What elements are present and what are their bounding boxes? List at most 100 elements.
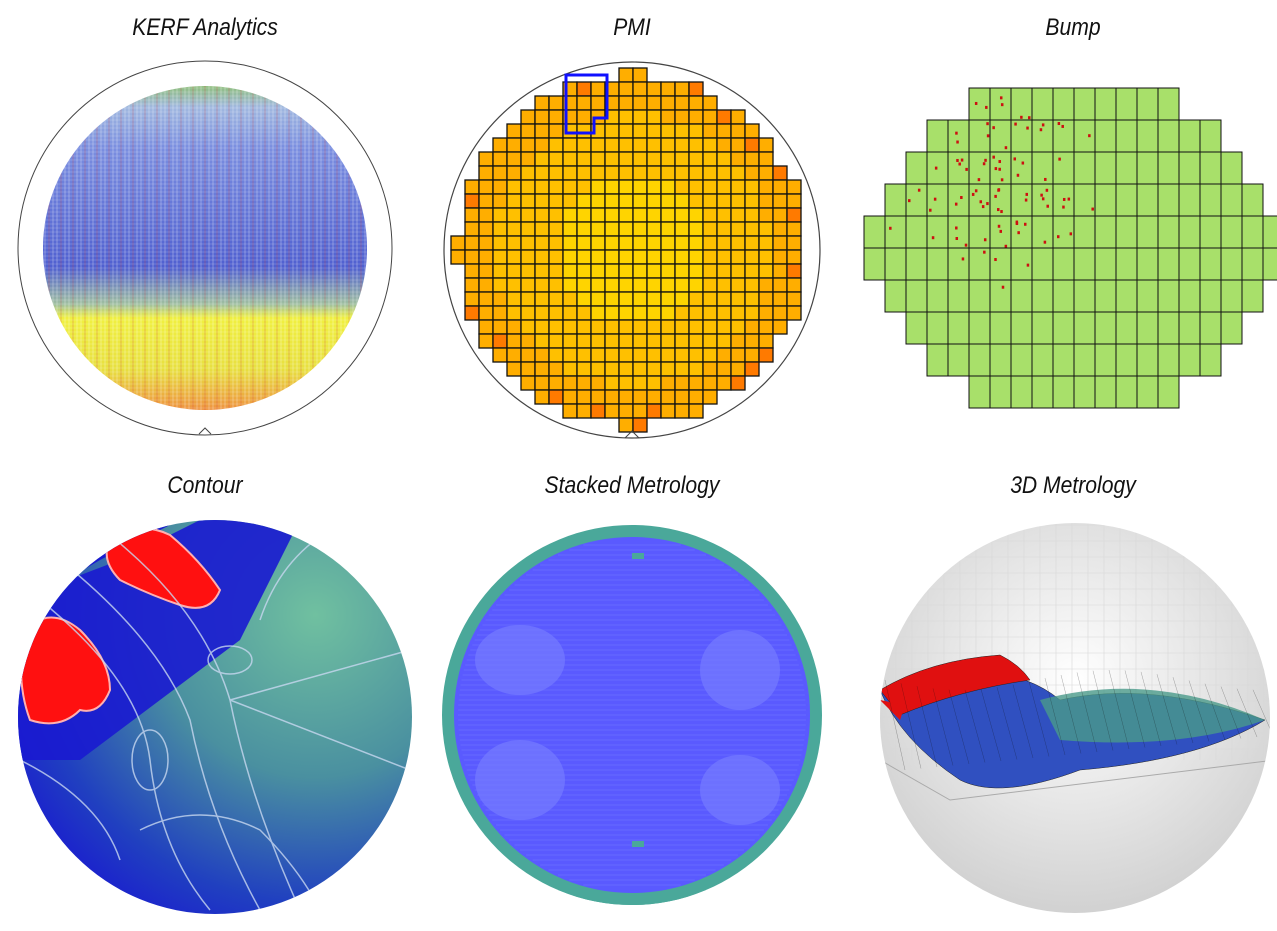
- pmi-die: [604, 361, 620, 377]
- pmi-die: [758, 165, 774, 181]
- pmi-die: [534, 333, 550, 349]
- bump-die: [1115, 247, 1138, 281]
- surface-mesh-line: [1124, 670, 1146, 748]
- pmi-die: [716, 151, 732, 167]
- bump-die: [1178, 183, 1201, 217]
- bump-die: [926, 343, 949, 377]
- pmi-die: [506, 165, 522, 181]
- pmi-die: [772, 221, 788, 237]
- bump-defect: [933, 197, 937, 201]
- pmi-die: [492, 263, 508, 279]
- pmi-die: [702, 235, 718, 251]
- pmi-die: [730, 319, 746, 335]
- pmi-die: [604, 375, 620, 391]
- pmi-die: [730, 291, 746, 307]
- pmi-die: [758, 249, 774, 265]
- pmi-die: [604, 389, 620, 405]
- pmi-die: [716, 123, 732, 139]
- pmi-die: [562, 179, 578, 195]
- pmi-die: [492, 291, 508, 307]
- bump-title: Bump: [1045, 14, 1101, 41]
- bump-die: [1073, 311, 1096, 345]
- bump-defect: [1061, 124, 1064, 128]
- pmi-die: [534, 235, 550, 251]
- pmi-die: [758, 207, 774, 223]
- pmi-die: [730, 235, 746, 251]
- pmi-die: [576, 249, 592, 265]
- pmi-die: [702, 319, 718, 335]
- pmi-die: [590, 347, 606, 363]
- pmi-die: [674, 291, 690, 307]
- bump-defect: [986, 134, 990, 138]
- pmi-die: [548, 291, 564, 307]
- pmi-die: [632, 67, 648, 83]
- pmi-die: [576, 305, 592, 321]
- pmi-die: [786, 277, 802, 293]
- bump-defect: [981, 205, 985, 209]
- pmi-die: [520, 221, 536, 237]
- pmi-die: [646, 235, 662, 251]
- pmi-die: [548, 235, 564, 251]
- pmi-die: [618, 305, 634, 321]
- bump-die: [1157, 87, 1180, 121]
- pmi-die: [576, 291, 592, 307]
- pmi-die: [702, 291, 718, 307]
- pmi-die: [492, 221, 508, 237]
- pmi-die: [716, 137, 732, 153]
- pmi-die: [632, 109, 648, 125]
- bump-defect: [1040, 193, 1043, 197]
- pmi-die: [548, 389, 564, 405]
- pmi-die: [576, 137, 592, 153]
- pmi-die: [660, 151, 676, 167]
- pmi-die: [604, 305, 620, 321]
- pmi-die: [464, 277, 480, 293]
- pmi-die: [730, 221, 746, 237]
- pmi-die: [688, 375, 704, 391]
- bump-die: [968, 279, 991, 313]
- bump-defect: [1058, 157, 1061, 161]
- bump-die: [1157, 375, 1180, 409]
- bump-defect: [955, 226, 958, 230]
- pmi-die: [464, 249, 480, 265]
- pmi-die: [702, 165, 718, 181]
- surface-mesh-line: [1220, 686, 1242, 739]
- bump-die: [1052, 119, 1075, 153]
- bump-die: [1115, 311, 1138, 345]
- pmi-die: [702, 347, 718, 363]
- bump-die: [1157, 279, 1180, 313]
- bump-die: [1052, 279, 1075, 313]
- pmi-die: [772, 235, 788, 251]
- pmi-die: [646, 95, 662, 111]
- pmi-die: [772, 207, 788, 223]
- bump-die: [1220, 311, 1243, 345]
- pmi-die: [520, 305, 536, 321]
- pmi-die: [478, 305, 494, 321]
- pmi-die: [674, 305, 690, 321]
- pmi-die: [478, 319, 494, 335]
- pmi-die: [478, 221, 494, 237]
- bump-die: [1157, 311, 1180, 345]
- bump-defect: [985, 105, 988, 109]
- pmi-die: [562, 277, 578, 293]
- pmi-die: [646, 81, 662, 97]
- surface-mesh-line: [900, 683, 922, 769]
- pmi-die: [548, 277, 564, 293]
- pmi-die: [534, 151, 550, 167]
- pmi-die: [688, 123, 704, 139]
- bump-defect: [998, 160, 1001, 164]
- pmi-die: [674, 137, 690, 153]
- pmi-die: [772, 165, 788, 181]
- pmi-die: [772, 193, 788, 209]
- pmi-die: [730, 347, 746, 363]
- bump-die: [1199, 119, 1222, 153]
- bump-die: [947, 311, 970, 345]
- pmi-die: [604, 165, 620, 181]
- pmi-die: [478, 263, 494, 279]
- pmi-die: [632, 361, 648, 377]
- pmi-die: [618, 403, 634, 419]
- pmi-selection-highlight[interactable]: [564, 73, 609, 135]
- bump-defect: [1046, 204, 1049, 208]
- pmi-die: [646, 151, 662, 167]
- pmi-die: [506, 193, 522, 209]
- bump-defect: [971, 192, 975, 196]
